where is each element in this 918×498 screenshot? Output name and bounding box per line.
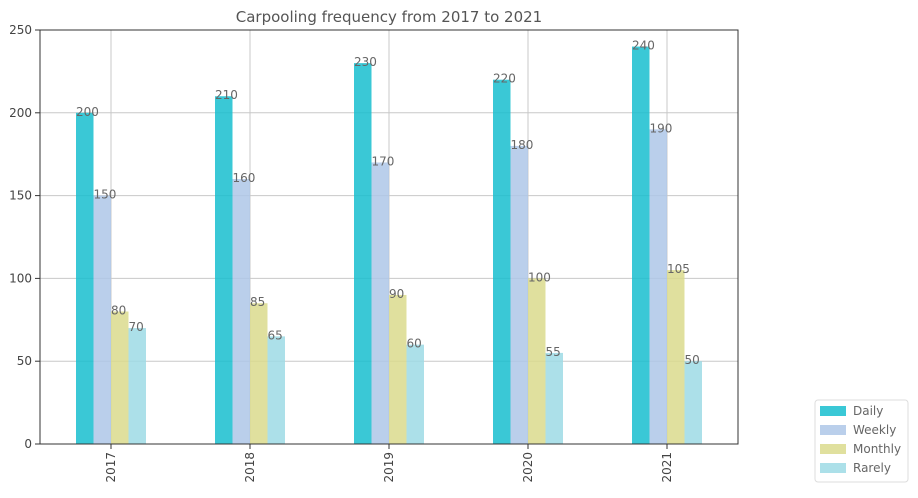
bar-rarely-2020 bbox=[545, 352, 563, 444]
data-label: 55 bbox=[546, 345, 561, 359]
data-label: 240 bbox=[632, 39, 655, 53]
data-label: 150 bbox=[94, 188, 117, 202]
legend-label-daily: Daily bbox=[853, 404, 883, 418]
data-label: 180 bbox=[511, 138, 534, 152]
x-tick-label: 2020 bbox=[521, 452, 535, 483]
bar-monthly-2018 bbox=[250, 303, 268, 444]
bar-daily-2021 bbox=[632, 46, 650, 445]
data-label: 105 bbox=[667, 262, 690, 276]
data-label: 190 bbox=[650, 121, 673, 135]
bar-monthly-2020 bbox=[528, 278, 546, 444]
legend-swatch-daily bbox=[820, 406, 846, 416]
bar-monthly-2017 bbox=[111, 311, 129, 444]
legend-label-weekly: Weekly bbox=[853, 423, 896, 437]
bar-rarely-2017 bbox=[128, 328, 146, 444]
legend-swatch-weekly bbox=[820, 425, 846, 435]
bar-weekly-2021 bbox=[649, 129, 667, 445]
bar-daily-2018 bbox=[215, 96, 233, 445]
bar-weekly-2017 bbox=[93, 195, 111, 444]
bar-monthly-2021 bbox=[667, 270, 685, 444]
data-label: 210 bbox=[215, 88, 238, 102]
bar-rarely-2019 bbox=[406, 344, 424, 444]
x-tick-label: 2017 bbox=[104, 452, 118, 483]
legend-label-rarely: Rarely bbox=[853, 461, 891, 475]
data-label: 200 bbox=[76, 105, 99, 119]
bar-weekly-2020 bbox=[510, 145, 528, 445]
data-label: 80 bbox=[111, 304, 126, 318]
bar-weekly-2018 bbox=[232, 179, 250, 445]
bar-weekly-2019 bbox=[371, 162, 389, 445]
data-label: 170 bbox=[372, 154, 395, 168]
data-label: 65 bbox=[268, 328, 283, 342]
data-label: 85 bbox=[250, 295, 265, 309]
bar-rarely-2018 bbox=[267, 336, 285, 444]
legend-swatch-rarely bbox=[820, 463, 846, 473]
bar-rarely-2021 bbox=[684, 361, 702, 444]
x-axis: 2017 2018 2019 2020 2021 bbox=[104, 444, 674, 483]
y-tick-label: 200 bbox=[9, 106, 32, 120]
y-axis: 0 50 100 150 200 250 bbox=[9, 23, 40, 451]
legend-box bbox=[814, 399, 909, 483]
x-tick-label: 2021 bbox=[660, 452, 674, 483]
bar-daily-2020 bbox=[493, 79, 511, 445]
data-label: 230 bbox=[354, 55, 377, 69]
bars-layer bbox=[76, 46, 702, 445]
data-label: 70 bbox=[129, 320, 144, 334]
y-tick-label: 50 bbox=[17, 354, 32, 368]
y-tick-label: 150 bbox=[9, 189, 32, 203]
bar-daily-2019 bbox=[354, 63, 372, 445]
legend-label-monthly: Monthly bbox=[853, 442, 901, 456]
chart-title: Carpooling frequency from 2017 to 2021 bbox=[236, 8, 542, 26]
y-tick-label: 0 bbox=[24, 437, 32, 451]
data-label: 100 bbox=[528, 270, 551, 284]
y-tick-label: 100 bbox=[9, 271, 32, 285]
legend-swatch-monthly bbox=[820, 444, 846, 454]
x-tick-label: 2018 bbox=[243, 452, 257, 483]
data-label: 50 bbox=[685, 353, 700, 367]
y-tick-label: 250 bbox=[9, 23, 32, 37]
data-label: 90 bbox=[389, 287, 404, 301]
data-label: 220 bbox=[493, 72, 516, 86]
legend: Daily Weekly Monthly Rarely bbox=[814, 399, 909, 483]
data-labels-layer: 200 210 230 220 240 150 160 170 180 190 80 85 90 100 1… bbox=[76, 39, 700, 368]
data-label: 60 bbox=[407, 337, 422, 351]
bar-daily-2017 bbox=[76, 112, 94, 445]
bar-monthly-2019 bbox=[389, 294, 407, 444]
data-label: 160 bbox=[233, 171, 256, 185]
x-tick-label: 2019 bbox=[382, 452, 396, 483]
